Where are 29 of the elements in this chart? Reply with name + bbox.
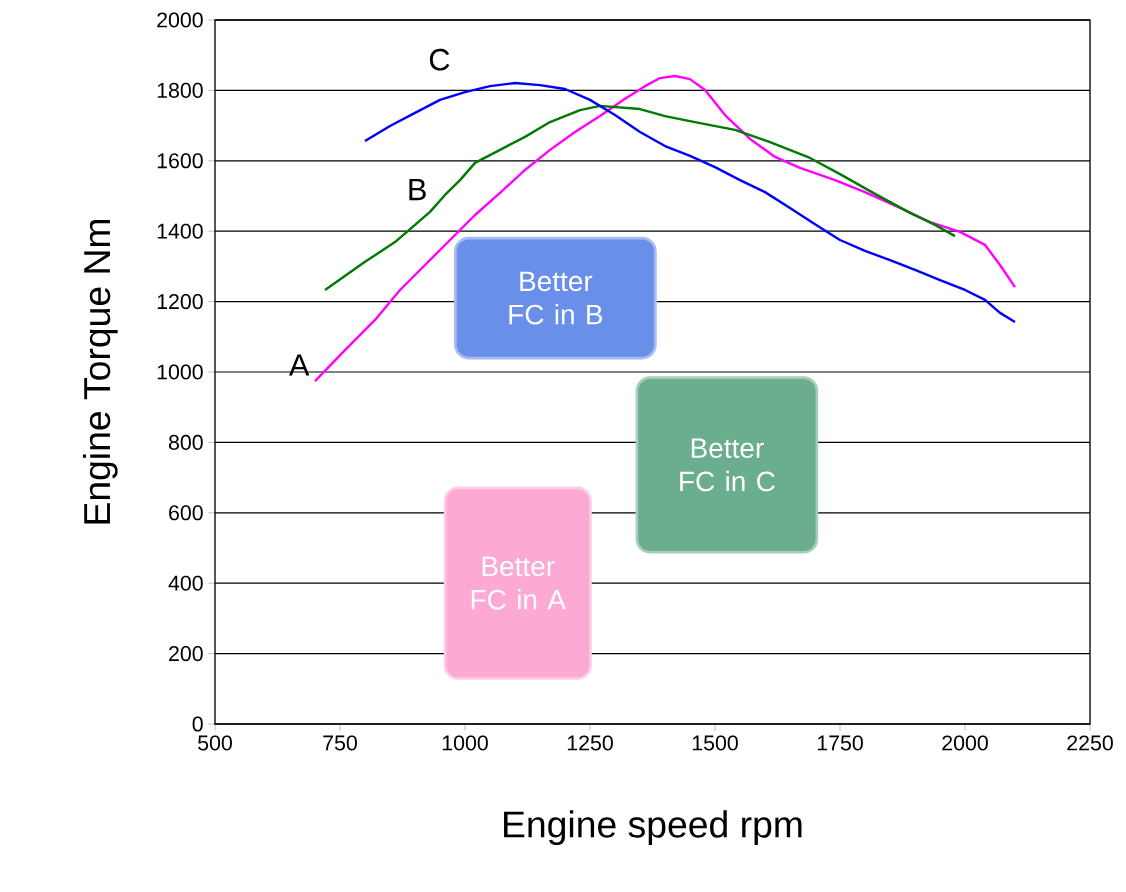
y-tick-label: 1000: [157, 364, 203, 380]
y-tick-label: 1800: [157, 82, 203, 98]
annotation: Better FC in A: [471, 556, 566, 610]
line-series: [323, 104, 957, 292]
series-label: A: [288, 354, 310, 376]
x-tick-label: 1250: [567, 735, 613, 751]
annotation: Better FC in C: [680, 438, 775, 492]
y-axis-title: Engine Torque Nm: [82, 219, 118, 524]
y-tick-label: 2000: [157, 12, 203, 28]
line-series: [363, 81, 1017, 324]
series-label: C: [429, 48, 450, 71]
annotation: Better FC in B: [509, 271, 603, 325]
y-tick-label: 200: [169, 646, 203, 662]
x-tick-label: 2000: [942, 735, 988, 751]
y-tick-label: 800: [168, 434, 203, 450]
x-axis-title: Engine speed rpm: [504, 810, 802, 846]
series-label: B: [409, 179, 426, 201]
x-tick-label: 500: [198, 735, 232, 751]
x-tick-label: 1500: [692, 735, 738, 751]
y-tick-label: 600: [169, 505, 203, 521]
x-tick-label: 1000: [442, 735, 488, 751]
x-tick-label: 1750: [817, 735, 863, 751]
y-tick-label: 400: [168, 575, 203, 591]
x-tick-label: 2250: [1067, 735, 1113, 751]
y-tick-label: 1200: [157, 294, 203, 310]
y-tick-label: 0: [192, 716, 203, 732]
y-tick-label: 1600: [157, 153, 203, 169]
x-tick-label: 750: [323, 735, 357, 751]
y-tick-label: 1400: [157, 223, 203, 239]
